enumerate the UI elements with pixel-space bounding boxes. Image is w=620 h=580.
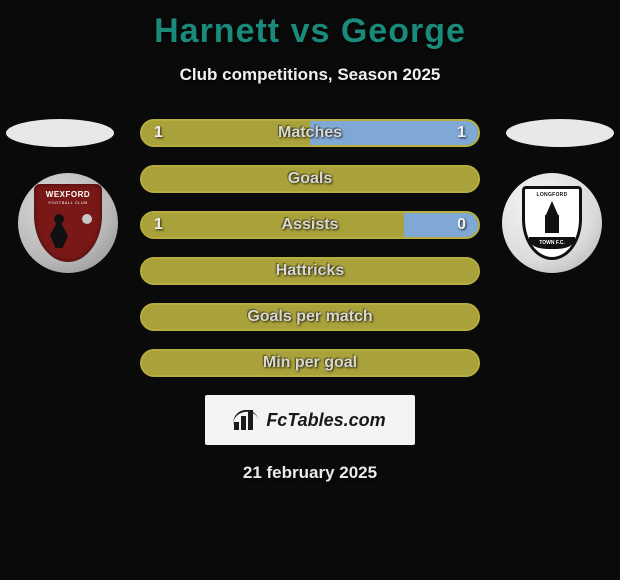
player-ellipse-left: [6, 119, 114, 147]
crest-right-top: LONGFORD: [536, 192, 567, 198]
fctables-bars-icon: [234, 410, 260, 430]
bar-row: Matches1 1: [140, 119, 480, 147]
bar-label: Hattricks: [142, 262, 478, 280]
comparison-date: 21 february 2025: [0, 463, 620, 483]
crest-right-band: TOWN F.C.: [529, 237, 575, 249]
page-title: Harnett vs George: [0, 0, 620, 51]
crest-right-church-icon: [541, 201, 563, 233]
bar-label: Assists: [142, 216, 478, 234]
comparison-bars: Matches11GoalsAssists10HattricksGoals pe…: [140, 119, 480, 395]
bar-value-right: 1: [457, 124, 466, 142]
bar-row: Goals per match: [140, 303, 480, 331]
longford-crest: LONGFORD TOWN F.C.: [522, 186, 582, 260]
bar-value-right: 0: [457, 216, 466, 234]
team-badge-right: LONGFORD TOWN F.C.: [502, 173, 602, 273]
fctables-logo: FcTables.com: [205, 395, 415, 445]
bar-value-left: 1: [154, 124, 163, 142]
bar-label: Goals per match: [142, 308, 478, 326]
bar-label: Min per goal: [142, 354, 478, 372]
bar-row: Min per goal: [140, 349, 480, 377]
crest-left-sub: FOOTBALL CLUB: [48, 200, 87, 205]
crest-left-player-icon: [48, 214, 74, 252]
player-ellipse-right: [506, 119, 614, 147]
bar-label: Matches: [142, 124, 478, 142]
bar-label: Goals: [142, 170, 478, 188]
bar-row: Assists1 0: [140, 211, 480, 239]
wexford-crest: WEXFORD FOOTBALL CLUB: [34, 184, 102, 262]
fctables-text: FcTables.com: [266, 410, 385, 431]
bar-row: Goals: [140, 165, 480, 193]
bar-row: Hattricks: [140, 257, 480, 285]
page-subtitle: Club competitions, Season 2025: [0, 65, 620, 85]
team-badge-left: WEXFORD FOOTBALL CLUB: [18, 173, 118, 273]
bar-value-left: 1: [154, 216, 163, 234]
crest-left-text: WEXFORD: [46, 190, 90, 199]
crest-left-ball-icon: [82, 214, 92, 224]
